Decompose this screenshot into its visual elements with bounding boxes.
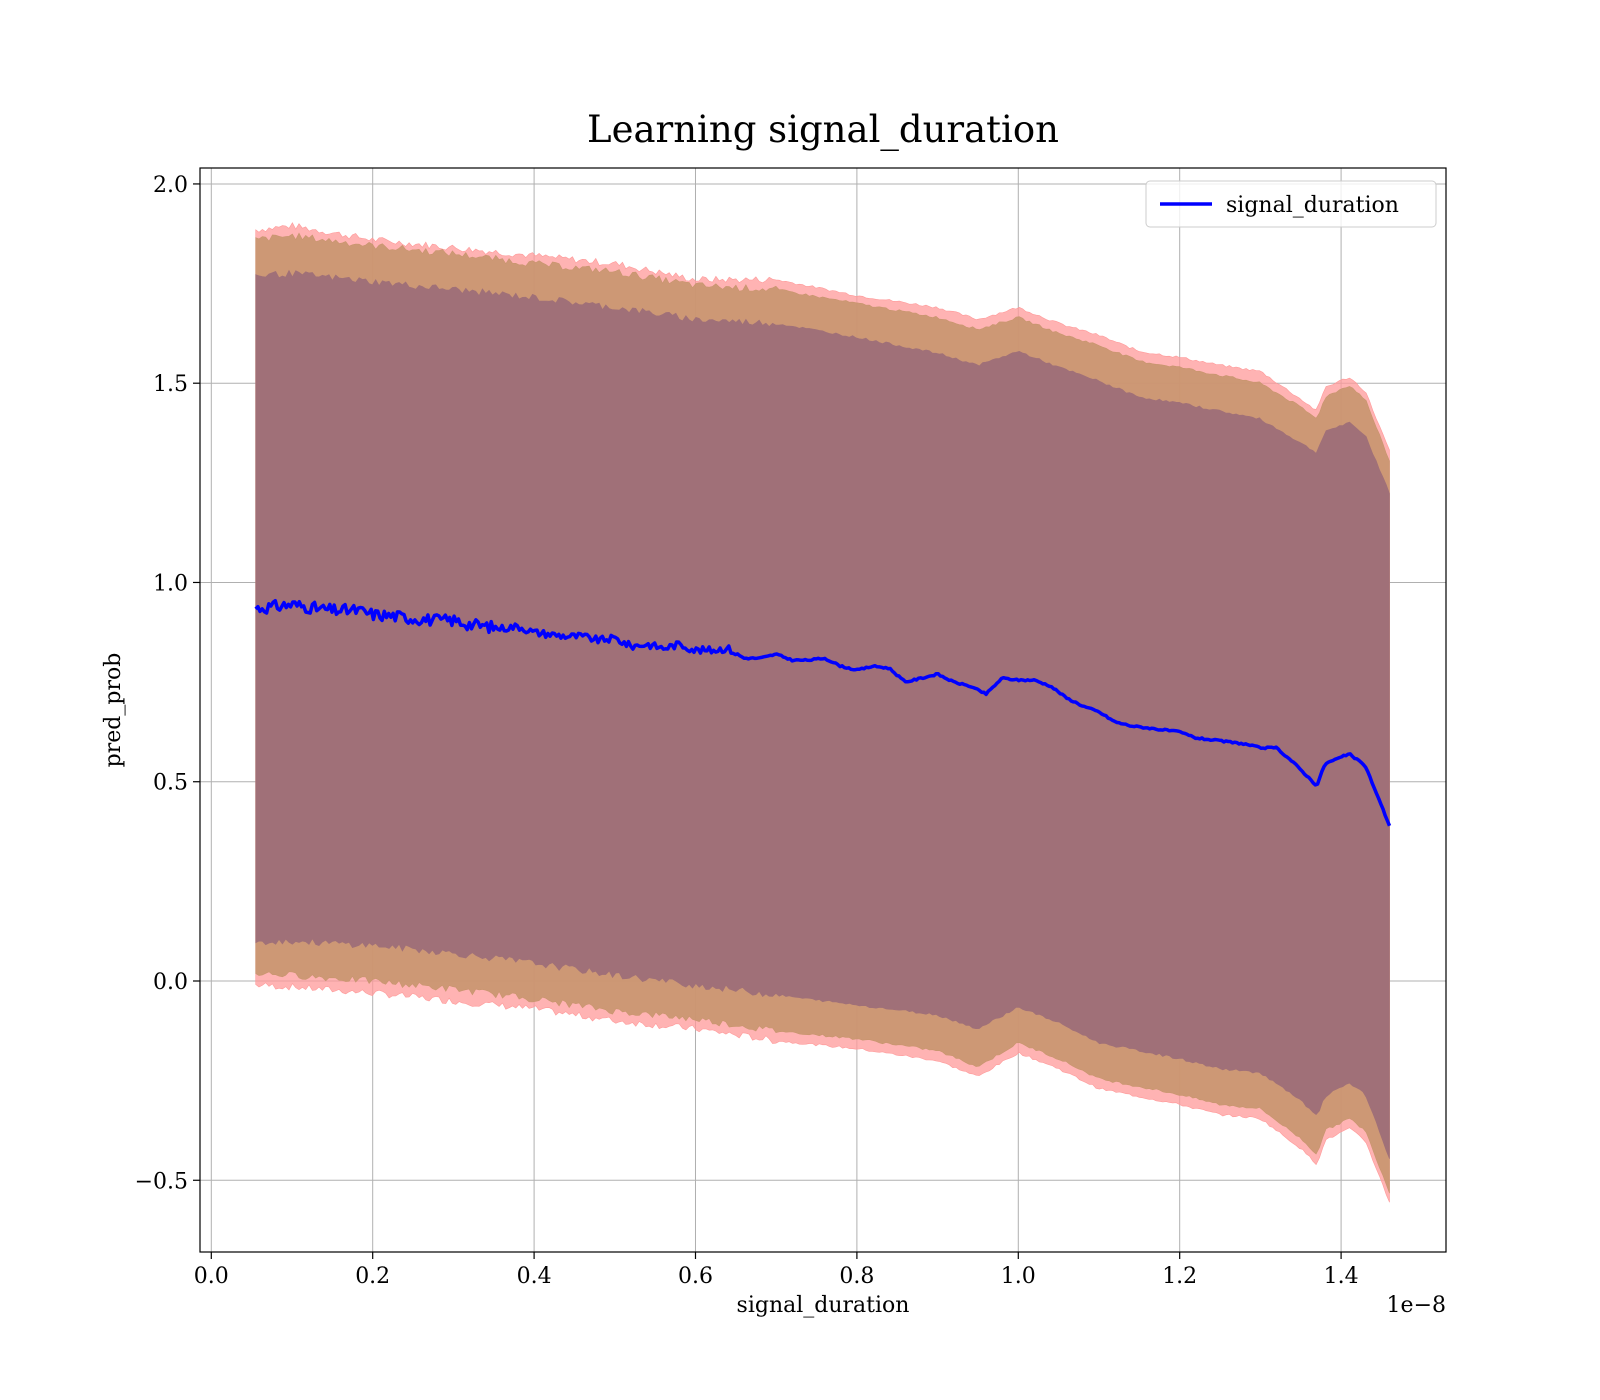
band-inner: [255, 269, 1390, 1159]
x-tick-label: 1.4: [1324, 1264, 1359, 1289]
legend-entry: signal_duration: [1226, 193, 1399, 218]
y-tick-label: 0.0: [153, 970, 188, 995]
y-tick-label: 1.0: [153, 571, 188, 596]
x-tick-label: 0.8: [839, 1264, 874, 1289]
axis-ticks: 0.0 0.2 0.4 0.6 0.8 1.0 1.2 1.4 −0.5 0.0 0.5 1.0 1.5…: [135, 173, 1359, 1289]
chart-title: Learning signal_duration: [587, 108, 1059, 152]
x-tick-label: 0.6: [678, 1264, 713, 1289]
y-tick-label: 1.5: [153, 372, 188, 397]
x-tick-label: 0.0: [194, 1264, 229, 1289]
x-tick-label: 1.0: [1001, 1264, 1036, 1289]
x-axis-label: signal_duration: [737, 1293, 910, 1318]
x-tick-label: 1.2: [1162, 1264, 1197, 1289]
series-lines: [254, 598, 1392, 827]
y-tick-label: 2.0: [153, 173, 188, 198]
x-axis-offset-label: 1e−8: [1387, 1293, 1446, 1318]
series-line: [254, 598, 1392, 827]
legend: signal_duration: [1145, 180, 1437, 228]
plot-frame: [199, 167, 1447, 1253]
x-tick-label: 0.2: [355, 1264, 390, 1289]
legend-box: [1145, 180, 1437, 228]
x-tick-label: 0.4: [517, 1264, 552, 1289]
y-tick-label: 0.5: [153, 771, 188, 796]
y-axis-label: pred_prob: [101, 653, 126, 768]
y-tick-label: −0.5: [135, 1169, 188, 1194]
confidence-bands: [255, 222, 1390, 1203]
